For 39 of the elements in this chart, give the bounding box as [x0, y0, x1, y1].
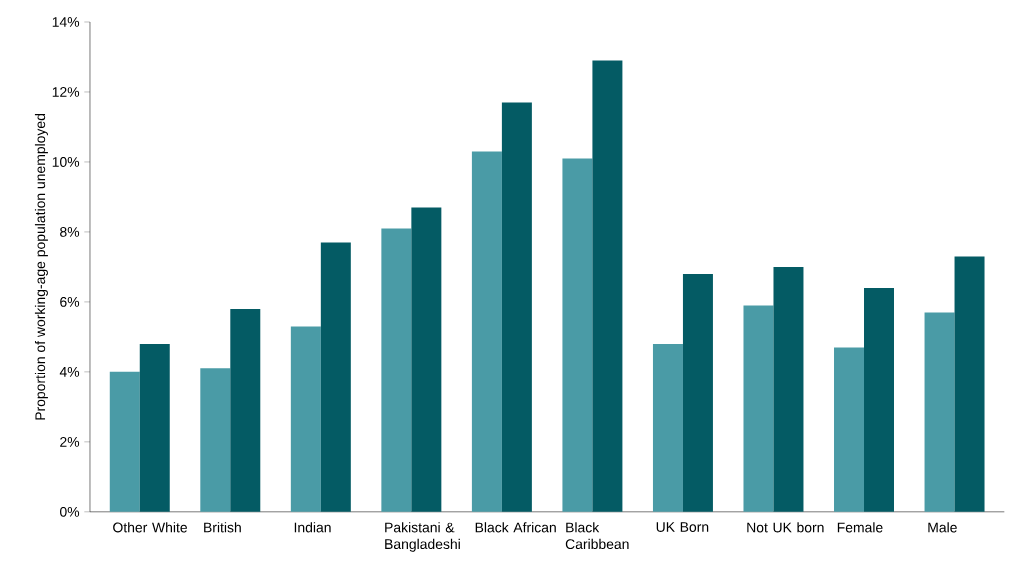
y-axis-title: Proportion of working-age population unemployed — [34, 113, 48, 420]
bar — [562, 158, 593, 512]
bar — [592, 60, 623, 512]
x-tick-label: Pakistani & Bangladeshi — [385, 521, 460, 552]
y-tick-label: 2% — [60, 436, 80, 447]
bar — [381, 228, 412, 512]
bar — [501, 102, 532, 512]
x-tick-label: Black African — [475, 521, 556, 533]
bar — [924, 312, 955, 512]
x-tick-label: British — [204, 521, 241, 533]
bar — [834, 347, 865, 512]
bar — [471, 151, 502, 512]
bar — [743, 305, 774, 512]
bar — [773, 266, 804, 512]
y-tick-label: 0% — [60, 506, 80, 517]
bar — [864, 287, 894, 512]
bar — [954, 256, 985, 512]
bar — [139, 343, 170, 512]
bar — [290, 326, 321, 512]
x-tick-label: Indian — [294, 521, 331, 533]
bar — [411, 207, 442, 512]
y-tick-label: 8% — [60, 226, 80, 237]
bar — [200, 368, 231, 512]
x-tick-label: Male — [928, 521, 957, 533]
x-tick-label: Other White — [113, 521, 187, 533]
x-tick-label: Not UK born — [747, 521, 824, 533]
y-tick-label: 10% — [52, 156, 80, 167]
x-tick-label: Black Caribbean — [565, 521, 629, 549]
y-tick-label: 12% — [52, 86, 80, 97]
bar — [230, 308, 261, 512]
bar — [682, 273, 713, 512]
x-tick-label: Female — [837, 521, 883, 533]
y-tick-label: 14% — [52, 16, 80, 27]
bar — [109, 371, 140, 512]
x-tick-label: UK Born — [656, 521, 709, 532]
y-tick-label: 6% — [60, 296, 80, 307]
bar — [652, 343, 683, 512]
bar — [320, 242, 351, 512]
y-tick-label: 4% — [59, 366, 80, 377]
